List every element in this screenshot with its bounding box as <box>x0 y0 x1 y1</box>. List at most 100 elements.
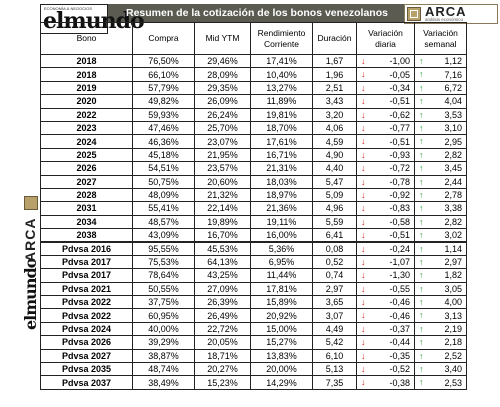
cell-rendimiento: 21,36% <box>250 201 313 216</box>
cell-bono: Pdvsa 2035 <box>40 361 133 377</box>
cell-variacion-semanal-value: 3,38 <box>444 203 462 214</box>
side-arca-logo: ARCA <box>22 217 38 262</box>
cell-variacion-diaria: ↓ -0,44 <box>356 335 415 350</box>
cell-duracion: 2,51 <box>312 80 357 96</box>
cell-rendimiento: 20,00% <box>250 361 313 377</box>
cell-variacion-semanal-value: 3,40 <box>444 364 462 375</box>
arrow-up-icon: ↑ <box>419 96 424 107</box>
cell-compra: 50,75% <box>132 174 195 189</box>
cell-rendimiento: 15,89% <box>250 295 313 310</box>
side-arca-mark-icon <box>24 196 38 210</box>
cell-variacion-semanal-value: 7,16 <box>444 69 462 80</box>
cell-variacion-semanal-value: 4,00 <box>444 297 462 308</box>
arrow-down-icon: ↓ <box>361 270 366 281</box>
arrow-down-icon: ↓ <box>361 310 366 321</box>
cell-bono: Pdvsa 2022 <box>40 295 133 310</box>
table-row: 2023 47,46% 25,70% 18,70% 4,06 ↓ -0,77 ↑ 3,10 <box>40 120 467 136</box>
cell-duracion: 6,41 <box>312 228 357 243</box>
cell-variacion-semanal: ↑ 4,04 <box>414 94 467 109</box>
cell-variacion-diaria: ↓ -0,51 <box>356 94 415 109</box>
cell-variacion-semanal: ↑ 2,52 <box>414 348 467 363</box>
cell-variacion-diaria-value: -0,62 <box>389 109 410 120</box>
cell-bono: Pdvsa 2024 <box>40 321 133 337</box>
arrow-down-icon: ↓ <box>361 243 366 254</box>
table-row: Pdvsa 2017 75,53% 64,13% 6,95% 0,52 ↓ -1,07 ↑ 2,… <box>40 254 467 270</box>
arrow-down-icon: ↓ <box>361 69 366 80</box>
cell-variacion-diaria: ↓ -0,58 <box>356 214 415 230</box>
cell-mid-ytm: 28,09% <box>194 67 251 82</box>
cell-bono: Pdvsa 2017 <box>40 268 133 283</box>
arrow-down-icon: ↓ <box>361 82 366 93</box>
cell-rendimiento: 21,31% <box>250 161 313 176</box>
cell-variacion-semanal: ↑ 2,95 <box>414 134 467 149</box>
cell-variacion-semanal: ↑ 6,72 <box>414 80 467 96</box>
cell-variacion-diaria-value: -1,00 <box>389 56 410 67</box>
cell-variacion-diaria-value: -0,77 <box>389 123 410 134</box>
cell-mid-ytm: 43,25% <box>194 268 251 283</box>
arrow-down-icon: ↓ <box>361 189 366 200</box>
cell-variacion-semanal-value: 2,82 <box>444 216 462 227</box>
cell-variacion-semanal-value: 2,44 <box>444 176 462 187</box>
cell-rendimiento: 20,92% <box>250 308 313 323</box>
arrow-down-icon: ↓ <box>361 297 366 308</box>
cell-compra: 49,82% <box>132 94 195 109</box>
arrow-down-icon: ↓ <box>361 323 366 334</box>
cell-duracion: 0,74 <box>312 268 357 283</box>
table-row: 2026 54,51% 23,57% 21,31% 4,40 ↓ -0,72 ↑ 3,45 <box>40 161 467 176</box>
cell-duracion: 6,10 <box>312 348 357 363</box>
arrow-up-icon: ↑ <box>419 350 424 361</box>
table-row: 2027 50,75% 20,60% 18,03% 5,47 ↓ -0,78 ↑ 2,44 <box>40 174 467 189</box>
cell-variacion-semanal: ↑ 2,18 <box>414 335 467 350</box>
arrow-down-icon: ↓ <box>361 122 366 133</box>
arrow-down-icon: ↓ <box>361 203 366 214</box>
cell-variacion-semanal-value: 3,10 <box>444 123 462 134</box>
cell-bono: 2024 <box>40 134 133 149</box>
cell-variacion-semanal: ↑ 3,53 <box>414 107 467 122</box>
cell-compra: 40,00% <box>132 321 195 337</box>
cell-variacion-semanal-value: 2,19 <box>444 324 462 334</box>
cell-variacion-semanal-value: 3,05 <box>444 283 462 294</box>
cell-duracion: 5,59 <box>312 214 357 230</box>
cell-rendimiento: 16,00% <box>250 228 313 243</box>
cell-bono: Pdvsa 2016 <box>40 240 133 256</box>
cell-duracion: 5,13 <box>312 361 357 377</box>
cell-compra: 39,29% <box>132 335 195 350</box>
table-row: Pdvsa 2017 78,64% 43,25% 11,44% 0,74 ↓ -1,30 ↑ 1… <box>40 268 467 283</box>
arrow-up-icon: ↑ <box>419 297 424 308</box>
cell-mid-ytm: 21,32% <box>194 187 251 203</box>
cell-compra: 38,87% <box>132 348 195 363</box>
cell-bono: 2028 <box>40 187 133 203</box>
cell-variacion-diaria-value: -0,46 <box>389 297 410 308</box>
cell-compra: 37,75% <box>132 295 195 310</box>
cell-rendimiento: 18,97% <box>250 187 313 203</box>
cell-variacion-diaria-value: -0,24 <box>389 243 410 254</box>
bond-table: Bono Compra Mid YTM Rendimiento Corrient… <box>40 22 467 390</box>
cell-variacion-diaria-value: -0,51 <box>389 96 410 107</box>
arrow-up-icon: ↑ <box>419 283 424 294</box>
cell-variacion-semanal: ↑ 4,00 <box>414 295 467 310</box>
arrow-down-icon: ↓ <box>361 176 366 187</box>
cell-variacion-semanal: ↑ 2,19 <box>414 321 467 337</box>
arrow-up-icon: ↑ <box>419 109 424 120</box>
arrow-up-icon: ↑ <box>419 323 424 334</box>
cell-variacion-diaria: ↓ -1,00 <box>356 53 415 69</box>
cell-variacion-diaria: ↓ -0,72 <box>356 161 415 176</box>
cell-bono: Pdvsa 2037 <box>40 375 133 390</box>
cell-variacion-semanal-value: 2,53 <box>444 377 462 388</box>
elmundo-logo-tagline: ECONOMÍA & NEGOCIOS <box>44 6 93 11</box>
cell-variacion-diaria: ↓ -0,77 <box>356 120 415 136</box>
cell-mid-ytm: 21,95% <box>194 147 251 163</box>
table-row: 2020 49,82% 26,09% 11,89% 3,43 ↓ -0,51 ↑ 4,04 <box>40 94 467 109</box>
arrow-up-icon: ↑ <box>419 337 424 348</box>
table-row: 2024 46,36% 23,07% 17,61% 4,59 ↓ -0,51 ↑ 2,95 <box>40 134 467 149</box>
cell-rendimiento: 17,41% <box>250 53 313 69</box>
cell-duracion: 5,47 <box>312 174 357 189</box>
cell-bono: 2018 <box>40 53 133 69</box>
cell-variacion-diaria-value: -0,38 <box>389 377 410 388</box>
cell-duracion: 5,09 <box>312 187 357 203</box>
arrow-up-icon: ↑ <box>419 189 424 200</box>
cell-variacion-diaria: ↓ -0,38 <box>356 375 415 390</box>
cell-variacion-diaria: ↓ -0,05 <box>356 67 415 82</box>
cell-variacion-diaria: ↓ -0,55 <box>356 281 415 297</box>
